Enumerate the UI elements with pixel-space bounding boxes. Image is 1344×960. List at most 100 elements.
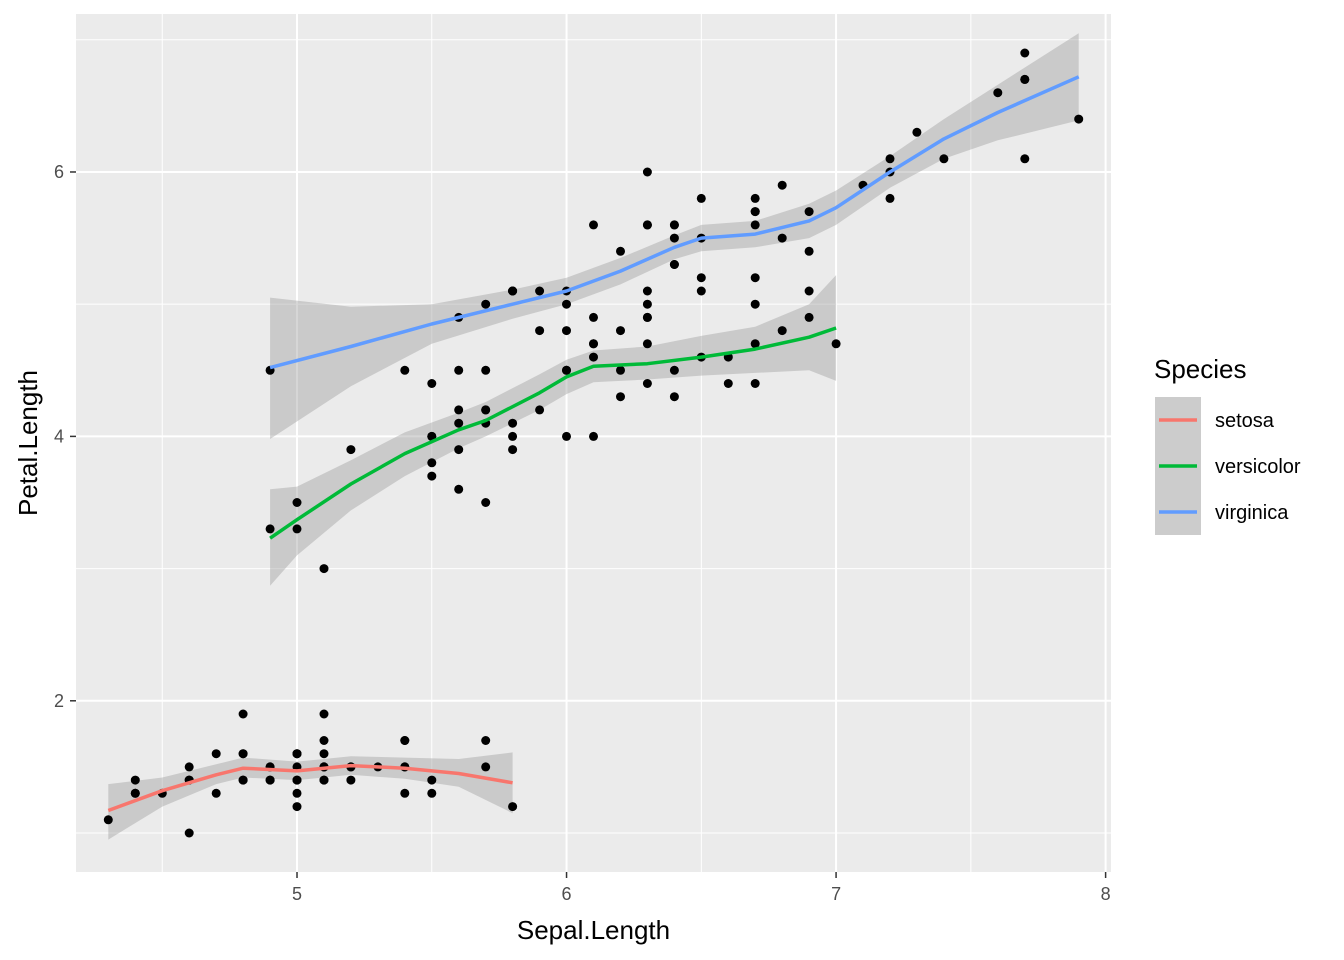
data-point — [184, 828, 194, 838]
data-point — [427, 788, 437, 798]
legend-title: Species — [1154, 354, 1247, 384]
data-point — [319, 775, 329, 785]
data-point — [804, 312, 814, 322]
data-point — [562, 365, 571, 375]
data-point — [238, 709, 248, 719]
y-axis-title: Petal.Length — [13, 370, 43, 516]
data-point — [508, 431, 518, 441]
data-point — [319, 749, 329, 759]
data-point — [696, 273, 706, 283]
data-point — [589, 352, 598, 362]
data-point — [508, 802, 518, 812]
data-point — [642, 312, 652, 322]
data-point — [103, 815, 113, 825]
data-point — [642, 299, 652, 309]
data-point — [454, 484, 464, 494]
data-point — [427, 458, 437, 468]
data-point — [292, 802, 302, 812]
data-point — [130, 775, 140, 785]
data-point — [589, 431, 598, 441]
data-point — [669, 220, 679, 230]
smooth-line-setosa — [107, 763, 513, 813]
data-point — [319, 564, 329, 574]
data-point — [346, 445, 356, 455]
data-point — [454, 445, 464, 455]
x-axis-title: Sepal.Length — [517, 915, 670, 945]
confidence-band-versicolor — [270, 275, 837, 586]
data-point — [750, 193, 760, 203]
data-point — [400, 736, 410, 745]
smooth-lines — [107, 75, 1080, 813]
data-point — [427, 379, 437, 388]
data-point — [427, 431, 437, 441]
smooth-line-versicolor — [269, 326, 837, 540]
data-point — [750, 207, 760, 217]
data-point — [669, 365, 679, 375]
data-point — [669, 233, 679, 243]
data-point — [885, 154, 895, 164]
data-point — [750, 379, 760, 388]
data-point — [535, 405, 545, 415]
x-axis-ticks: 5 6 7 8 — [292, 872, 1111, 904]
data-point — [1020, 48, 1030, 58]
legend-label-versicolor: versicolor — [1215, 456, 1301, 478]
data-point — [400, 365, 410, 375]
data-point — [238, 749, 248, 759]
data-point — [777, 233, 787, 243]
y-axis-ticks: 2 4 6 — [54, 162, 76, 711]
data-point — [292, 498, 302, 507]
data-point — [589, 312, 598, 322]
data-point — [427, 471, 437, 481]
y-tick-label: 4 — [54, 426, 64, 446]
data-point — [454, 365, 464, 375]
data-point — [481, 299, 491, 309]
data-point — [319, 709, 329, 719]
data-point — [346, 775, 356, 785]
data-point — [589, 220, 598, 230]
data-point — [427, 775, 437, 785]
x-tick-label: 5 — [292, 884, 302, 904]
data-point — [454, 405, 464, 415]
x-tick-label: 6 — [562, 884, 572, 904]
data-point — [804, 286, 814, 296]
data-point — [481, 405, 491, 415]
data-point — [292, 775, 302, 785]
data-point — [993, 88, 1003, 98]
data-point — [642, 167, 652, 177]
data-point — [481, 365, 491, 375]
legend: Species setosa versicolor virginica — [1154, 354, 1301, 535]
data-point — [939, 154, 949, 164]
panel-background — [76, 14, 1111, 872]
data-point — [292, 788, 302, 798]
data-point — [265, 775, 275, 785]
data-point — [642, 220, 652, 230]
data-point — [292, 749, 302, 759]
data-point — [508, 445, 518, 455]
data-point — [642, 339, 652, 349]
data-point — [616, 365, 625, 375]
y-tick-label: 6 — [54, 162, 64, 182]
data-point — [1020, 154, 1030, 164]
data-point — [454, 418, 464, 428]
confidence-band-setosa — [108, 752, 513, 840]
data-point — [750, 273, 760, 283]
data-point — [1020, 74, 1030, 84]
data-point — [777, 180, 787, 190]
data-point — [508, 418, 518, 428]
data-point — [319, 736, 329, 745]
data-point — [535, 326, 545, 336]
data-point — [184, 762, 194, 772]
data-point — [238, 775, 248, 785]
data-point — [777, 326, 787, 336]
smooth-line-virginica — [269, 75, 1080, 370]
data-point — [831, 339, 841, 349]
data-point — [481, 498, 491, 507]
data-points — [103, 48, 1084, 838]
data-point — [265, 524, 275, 534]
data-point — [696, 193, 706, 203]
data-point — [1074, 114, 1084, 124]
data-point — [616, 246, 625, 256]
y-tick-label: 2 — [54, 691, 64, 711]
data-point — [589, 339, 598, 349]
